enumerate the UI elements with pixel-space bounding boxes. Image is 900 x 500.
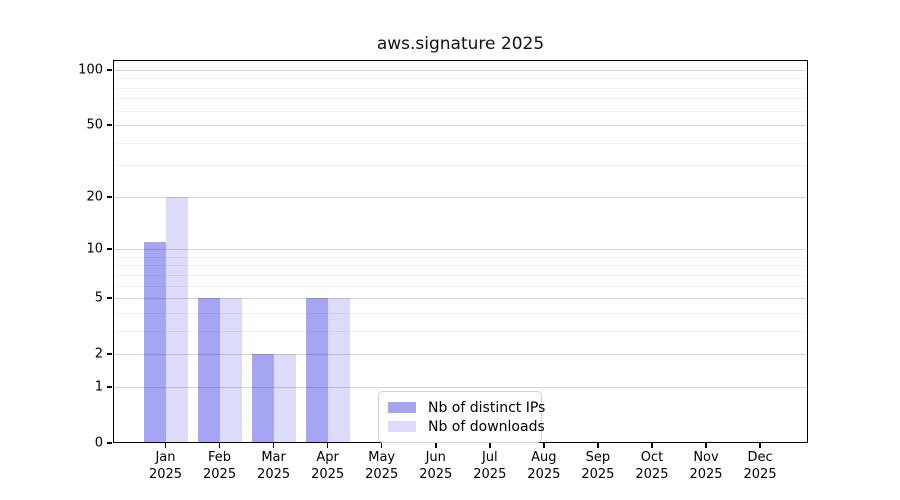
gridline-minor-6 (113, 285, 808, 287)
x-tick-nov (705, 443, 707, 448)
legend-item-distinct-ips: Nb of distinct IPs (388, 399, 545, 416)
y-tick-label-50: 50 (86, 117, 103, 133)
y-tick-10 (107, 248, 112, 250)
x-tick-label-feb: Feb 2025 (203, 450, 237, 482)
y-tick-100 (107, 69, 112, 71)
x-tick-may (380, 443, 383, 448)
x-tick-sep (597, 443, 599, 448)
gridline-minor-4 (113, 312, 808, 314)
gridline-minor-90 (113, 78, 808, 80)
gridline-major-50 (113, 125, 808, 127)
gridline-major-1 (113, 386, 808, 388)
x-tick-label-aug: Aug 2025 (527, 450, 561, 482)
gridline-major-2 (113, 354, 808, 356)
bar-distinct-ips-jan (143, 242, 166, 443)
x-tick-dec (759, 443, 761, 448)
y-tick-1 (107, 386, 112, 388)
x-tick-jun (435, 443, 437, 448)
y-tick-label-20: 20 (86, 189, 103, 205)
y-tick-20 (107, 196, 112, 198)
x-tick-jul (489, 443, 491, 448)
gridline-major-20 (113, 196, 808, 198)
bar-downloads-jan (165, 196, 188, 443)
legend-label-downloads: Nb of downloads (428, 418, 545, 435)
gridline-major-100 (113, 70, 808, 71)
x-tick-label-jun: Jun 2025 (419, 450, 453, 482)
gridline-minor-8 (113, 265, 808, 267)
legend: Nb of distinct IPs Nb of downloads (378, 391, 545, 443)
gridline-minor-7 (113, 274, 808, 276)
legend-swatch-distinct-ips (388, 402, 416, 413)
gridline-minor-40 (113, 142, 808, 144)
bar-downloads-feb (219, 298, 242, 443)
x-tick-feb (218, 443, 221, 448)
y-tick-50 (107, 124, 112, 126)
x-tick-label-oct: Oct 2025 (635, 450, 669, 482)
x-tick-apr (326, 443, 329, 448)
x-tick-label-may: May 2025 (365, 450, 399, 482)
y-tick-label-10: 10 (86, 241, 103, 257)
x-tick-label-sep: Sep 2025 (581, 450, 615, 482)
bar-distinct-ips-feb (197, 298, 220, 443)
gridline-minor-30 (113, 165, 808, 167)
y-tick-0 (107, 442, 112, 444)
x-tick-label-dec: Dec 2025 (743, 450, 777, 482)
gridline-major-10 (113, 249, 808, 251)
y-tick-label-100: 100 (78, 62, 103, 78)
x-tick-mar (272, 443, 275, 448)
bar-distinct-ips-mar (251, 354, 274, 443)
bar-downloads-mar (273, 354, 296, 443)
x-tick-label-apr: Apr 2025 (311, 450, 345, 482)
bar-downloads-apr (327, 298, 350, 443)
gridline-minor-9 (113, 256, 808, 258)
bar-distinct-ips-apr (305, 298, 328, 443)
y-tick-label-1: 1 (94, 379, 103, 395)
legend-item-downloads: Nb of downloads (388, 418, 545, 435)
legend-label-distinct-ips: Nb of distinct IPs (428, 399, 546, 416)
gridline-minor-80 (113, 87, 808, 89)
x-tick-label-mar: Mar 2025 (257, 450, 291, 482)
gridline-major-5 (113, 298, 808, 300)
x-tick-aug (543, 443, 545, 448)
x-tick-label-nov: Nov 2025 (689, 450, 723, 482)
y-tick-2 (107, 353, 112, 355)
gridline-minor-60 (113, 110, 808, 112)
x-tick-label-jan: Jan 2025 (148, 450, 183, 482)
y-tick-label-2: 2 (94, 346, 103, 362)
x-tick-oct (651, 443, 653, 448)
gridline-minor-3 (113, 330, 808, 332)
x-tick-jan (164, 443, 167, 448)
y-tick-label-0: 0 (94, 435, 103, 451)
chart-title: aws.signature 2025 (376, 34, 545, 54)
gridline-minor-70 (113, 98, 808, 100)
x-tick-label-jul: Jul 2025 (473, 450, 507, 482)
legend-swatch-downloads (388, 421, 416, 432)
y-tick-label-5: 5 (94, 290, 103, 306)
y-tick-5 (107, 297, 112, 299)
